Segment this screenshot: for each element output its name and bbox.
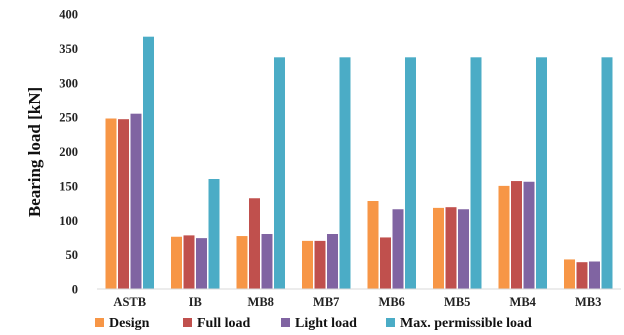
bar-full-load-mb5 bbox=[445, 207, 457, 289]
y-tick-label: 150 bbox=[59, 179, 78, 193]
legend-label: Light load bbox=[295, 316, 357, 331]
bar-max-permissible-load-mb8 bbox=[274, 57, 285, 290]
bar-light-load-mb3 bbox=[589, 261, 600, 289]
bar-light-load-mb5 bbox=[458, 209, 469, 289]
y-tick-label: 50 bbox=[66, 248, 79, 262]
bar-light-load-ib bbox=[196, 238, 207, 290]
x-tick-label: MB4 bbox=[510, 295, 537, 309]
bar-design-mb4 bbox=[498, 185, 510, 290]
bar-light-load-astb bbox=[130, 113, 142, 289]
bar-max-permissible-load-mb3 bbox=[601, 57, 613, 290]
bar-light-load-mb7 bbox=[327, 234, 338, 289]
bar-max-permissible-load-mb5 bbox=[470, 57, 482, 290]
y-axis-label: Bearing load [kN] bbox=[25, 87, 44, 217]
bar-full-load-mb3 bbox=[576, 262, 588, 289]
bar-light-load-mb4 bbox=[523, 181, 535, 289]
bar-design-mb5 bbox=[433, 207, 444, 290]
legend-swatch bbox=[95, 318, 104, 327]
x-tick-label: MB3 bbox=[575, 295, 601, 309]
bar-max-permissible-load-astb bbox=[143, 36, 154, 289]
bar-design-mb8 bbox=[236, 236, 248, 289]
x-tick-label: MB7 bbox=[313, 295, 339, 309]
bars bbox=[105, 36, 613, 290]
legend-label: Design bbox=[109, 316, 150, 331]
x-tick-label: IB bbox=[189, 295, 202, 309]
legend-swatch bbox=[281, 318, 290, 327]
bar-full-load-mb7 bbox=[314, 240, 326, 290]
bar-design-ib bbox=[171, 236, 182, 289]
bar-light-load-mb6 bbox=[392, 209, 404, 289]
bar-max-permissible-load-ib bbox=[208, 179, 220, 289]
y-tick-label: 100 bbox=[59, 214, 78, 228]
x-tick-label: MB8 bbox=[248, 295, 274, 309]
x-tick-label: MB6 bbox=[379, 295, 405, 309]
bar-full-load-ib bbox=[183, 235, 195, 290]
bar-max-permissible-load-mb6 bbox=[405, 57, 416, 290]
y-tick-label: 0 bbox=[72, 283, 78, 297]
bar-design-mb3 bbox=[564, 259, 575, 289]
legend: Design Full load Light load Max. permissibl… bbox=[95, 316, 532, 331]
legend-swatch bbox=[183, 318, 192, 327]
bar-max-permissible-load-mb4 bbox=[536, 57, 547, 290]
bar-full-load-mb6 bbox=[380, 237, 391, 289]
x-axis-ticks: ASTB IB MB8 MB7 MB6 MB5 MB4 MB3 bbox=[113, 295, 601, 309]
x-tick-label: ASTB bbox=[113, 295, 146, 309]
y-axis-ticks: 0 50 100 150 200 250 300 350 400 bbox=[59, 8, 78, 297]
bar-full-load-astb bbox=[118, 119, 129, 289]
legend-label: Max. permissible load bbox=[400, 316, 532, 331]
bar-design-mb6 bbox=[367, 201, 379, 289]
legend-label: Full load bbox=[197, 316, 251, 331]
x-tick-label: MB5 bbox=[444, 295, 470, 309]
bar-light-load-mb8 bbox=[261, 234, 273, 289]
y-tick-label: 350 bbox=[59, 42, 78, 56]
bar-full-load-mb8 bbox=[249, 198, 260, 289]
bar-full-load-mb4 bbox=[511, 181, 522, 289]
y-tick-label: 250 bbox=[59, 111, 78, 125]
bar-max-permissible-load-mb7 bbox=[339, 57, 351, 290]
y-tick-label: 200 bbox=[59, 145, 78, 159]
y-tick-label: 400 bbox=[59, 8, 78, 22]
y-tick-label: 300 bbox=[59, 76, 78, 90]
bar-design-astb bbox=[105, 118, 117, 289]
legend-swatch bbox=[386, 318, 395, 327]
bar-design-mb7 bbox=[302, 240, 313, 290]
